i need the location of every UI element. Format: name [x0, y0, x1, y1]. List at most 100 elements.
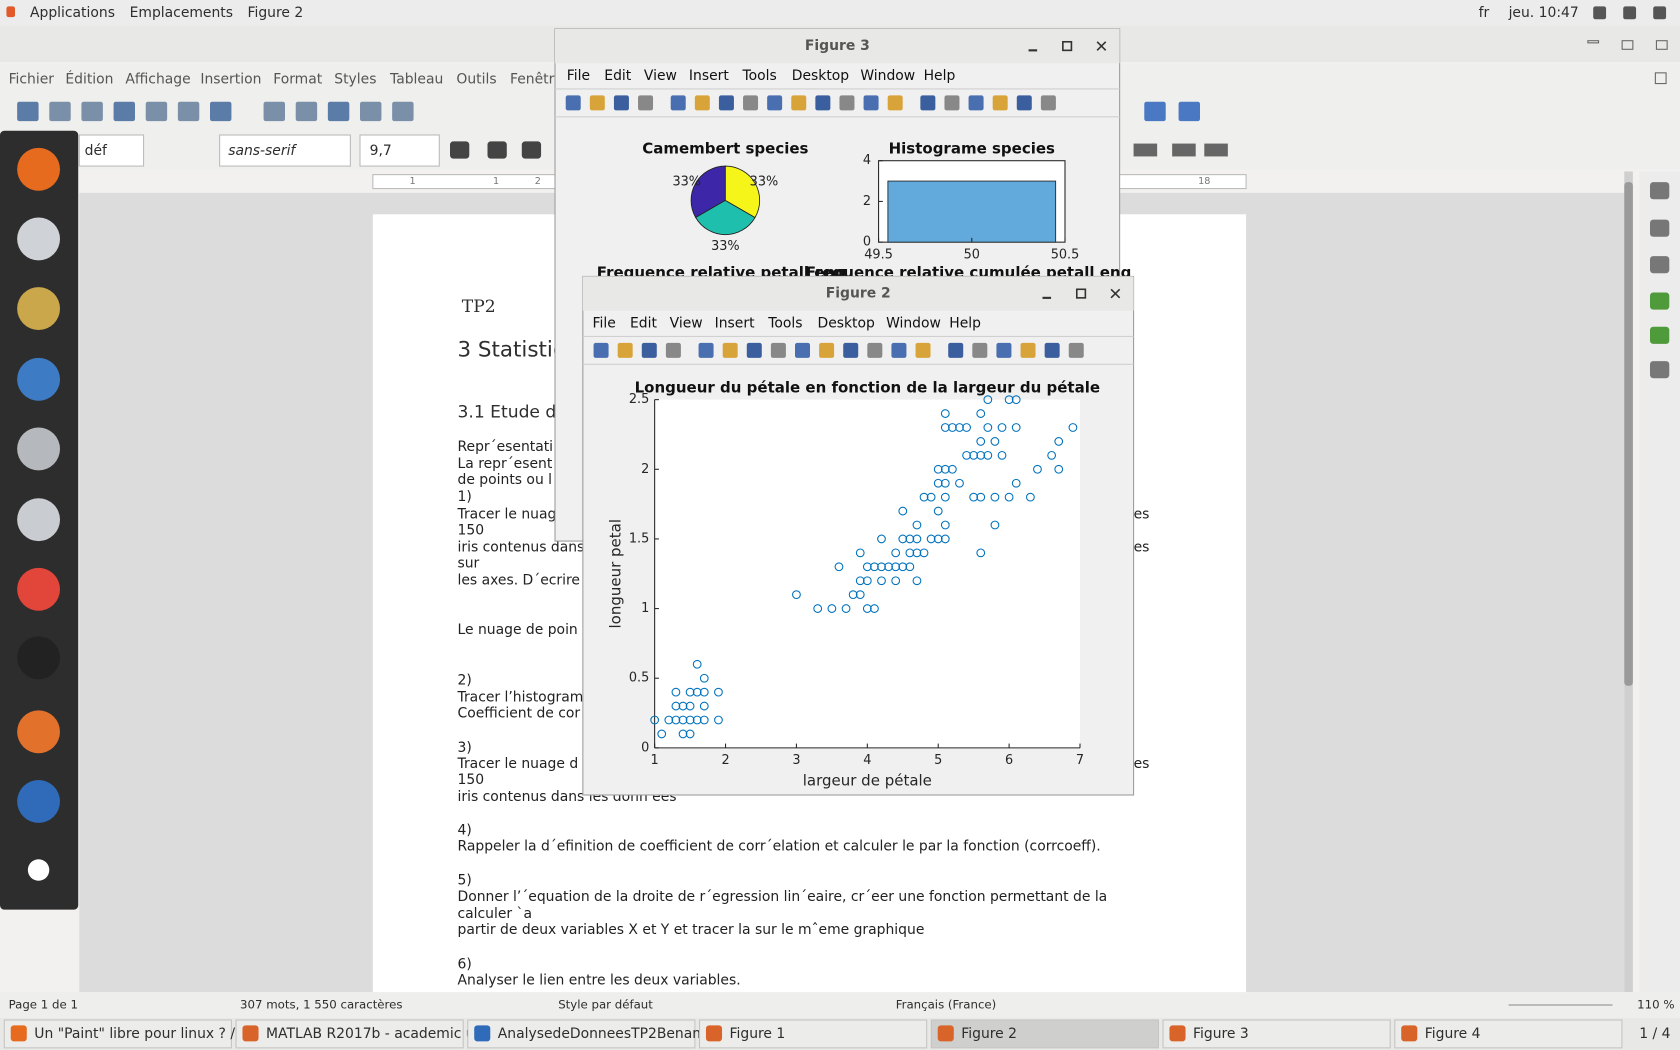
writer-menu[interactable]: Fichier — [9, 71, 55, 87]
dock-app[interactable] — [17, 498, 60, 542]
toolbar-icon[interactable] — [722, 342, 738, 358]
toolbar-icon[interactable] — [698, 342, 714, 358]
toolbar-icon[interactable] — [1016, 95, 1032, 111]
toolbar-icon[interactable] — [819, 342, 835, 358]
toolbar-icon[interactable] — [996, 342, 1012, 358]
task-icon[interactable] — [474, 1025, 491, 1042]
active-app[interactable]: Figure 2 — [247, 5, 303, 21]
window-menu[interactable]: Window — [886, 316, 941, 332]
dock-app[interactable] — [17, 567, 60, 611]
dock-app[interactable] — [17, 217, 60, 261]
toolbar-icon[interactable] — [565, 95, 581, 111]
dock-app[interactable] — [17, 147, 60, 191]
writer-menu[interactable]: Tableau — [389, 71, 443, 87]
writer-menu[interactable]: Fenêtr — [510, 71, 555, 87]
dock-app[interactable] — [17, 357, 60, 401]
writer-menu[interactable]: Édition — [65, 69, 113, 87]
toolbar-icon[interactable] — [17, 101, 39, 122]
minimize[interactable] — [1587, 40, 1600, 44]
toolbar-icon[interactable] — [1044, 342, 1060, 358]
power-icon[interactable] — [1653, 6, 1667, 20]
format-icon[interactable] — [1172, 143, 1196, 157]
toolbar-icon[interactable] — [887, 95, 903, 111]
toolbar-icon[interactable] — [638, 95, 654, 111]
toolbar-icon[interactable] — [767, 95, 783, 111]
format-icon[interactable] — [450, 141, 470, 159]
window-menu[interactable]: View — [670, 316, 703, 332]
writer-menu[interactable]: Insertion — [200, 71, 261, 87]
dock-app[interactable] — [17, 287, 60, 330]
language[interactable]: fr — [1479, 5, 1490, 21]
maximize[interactable] — [1621, 40, 1634, 50]
style-box[interactable] — [78, 134, 145, 167]
toolbar-icon[interactable] — [589, 95, 605, 111]
task-icon[interactable] — [705, 1025, 723, 1042]
window-menu[interactable]: Window — [860, 68, 915, 84]
window-menu[interactable]: Desktop — [818, 316, 876, 332]
window-menu[interactable]: Help — [949, 316, 981, 332]
task-button[interactable] — [467, 1019, 696, 1049]
font-box-text[interactable]: sans-serif — [228, 143, 297, 159]
toolbar-icon[interactable] — [145, 101, 168, 122]
task-icon[interactable] — [1401, 1025, 1418, 1042]
toolbar-icon[interactable] — [1020, 342, 1036, 358]
toolbar-icon[interactable] — [920, 95, 936, 111]
writer-menu[interactable]: Outils — [456, 71, 496, 87]
dock-app[interactable] — [17, 636, 60, 680]
task-label[interactable]: Figure 1 — [730, 1026, 786, 1042]
window-menu[interactable]: View — [644, 68, 677, 84]
window-menu[interactable]: Desktop — [792, 68, 850, 84]
toolbar-icon[interactable] — [177, 101, 200, 122]
task-button[interactable] — [1162, 1019, 1391, 1049]
task-icon[interactable] — [242, 1025, 259, 1042]
sidebar-icon[interactable] — [1650, 256, 1670, 274]
toolbar-icon[interactable] — [1178, 101, 1200, 122]
close-doc[interactable] — [1654, 72, 1667, 85]
toolbar-icon[interactable] — [839, 95, 855, 111]
task-label[interactable]: Figure 3 — [1193, 1026, 1249, 1042]
toolbar-icon[interactable] — [295, 101, 318, 122]
size-box[interactable] — [359, 134, 440, 167]
window-menu[interactable]: Insert — [689, 68, 729, 84]
toolbar-icon[interactable] — [795, 342, 810, 358]
toolbar-icon[interactable] — [770, 342, 786, 358]
window-menu[interactable]: Help — [924, 68, 956, 84]
task-button[interactable] — [1394, 1019, 1623, 1049]
dock-app[interactable] — [17, 710, 60, 754]
toolbar-icon[interactable] — [665, 342, 681, 358]
maximize[interactable] — [1075, 288, 1087, 299]
window-menu[interactable]: Tools — [742, 68, 777, 84]
dock-app[interactable] — [27, 859, 50, 881]
task-button[interactable] — [930, 1019, 1159, 1049]
window-menu[interactable]: File — [593, 316, 616, 332]
toolbar-icon[interactable] — [863, 95, 879, 111]
sidebar-icon[interactable] — [1650, 182, 1670, 200]
format-icon[interactable] — [487, 141, 507, 159]
task-button[interactable] — [699, 1019, 928, 1049]
toolbar-icon[interactable] — [617, 342, 633, 358]
toolbar-icon[interactable] — [746, 342, 762, 358]
task-icon[interactable] — [10, 1025, 27, 1042]
close[interactable] — [1655, 40, 1668, 50]
sidebar-icon[interactable] — [1650, 361, 1670, 379]
style-box-text[interactable]: déf — [85, 143, 108, 159]
volume-icon[interactable] — [1623, 6, 1637, 20]
dock-app[interactable] — [17, 427, 60, 471]
toolbar-icon[interactable] — [815, 95, 831, 111]
task-icon[interactable] — [937, 1025, 954, 1042]
window-menu[interactable]: Edit — [630, 316, 657, 332]
toolbar-icon[interactable] — [743, 95, 759, 111]
task-label[interactable]: Figure 2 — [961, 1026, 1017, 1042]
toolbar-icon[interactable] — [791, 95, 807, 111]
toolbar-icon[interactable] — [49, 101, 71, 122]
menu-places[interactable]: Emplacements — [130, 5, 233, 21]
toolbar-icon[interactable] — [718, 95, 734, 111]
sidebar-icon[interactable] — [1650, 292, 1670, 310]
toolbar-icon[interactable] — [992, 95, 1008, 111]
workspace[interactable]: 1 / 4 — [1639, 1026, 1670, 1042]
task-icon[interactable] — [1169, 1025, 1186, 1042]
maximize[interactable] — [1062, 40, 1073, 52]
clock[interactable]: jeu. 10:47 — [1508, 5, 1579, 21]
toolbar-icon[interactable] — [891, 342, 907, 358]
toolbar-icon[interactable] — [593, 342, 609, 358]
